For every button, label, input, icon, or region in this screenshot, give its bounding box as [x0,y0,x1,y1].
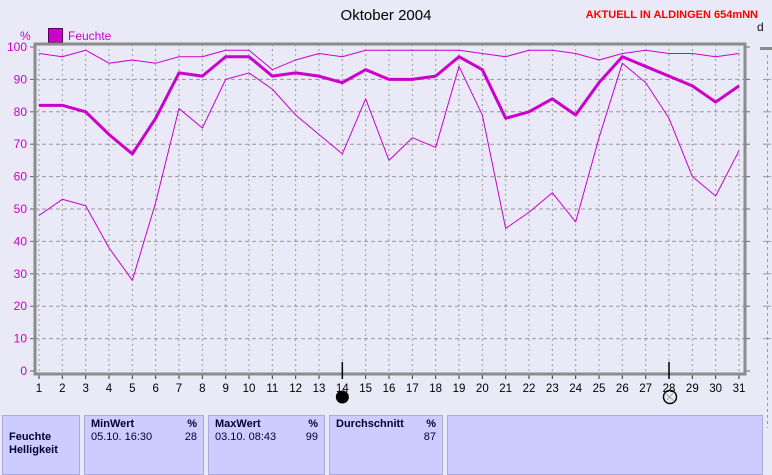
svg-text:5: 5 [129,383,135,395]
svg-text:8: 8 [199,383,205,395]
series-line-min [38,62,740,281]
max-datetime: 03.10. 08:43 [215,431,277,443]
min-unit: % [187,418,197,430]
svg-text:80: 80 [14,105,28,119]
summary-cell-max: MaxWert % 03.10. 08:43 99 [208,415,325,475]
svg-text:6: 6 [152,383,158,395]
clipped-next-sensor-label: Helligkeit [9,444,58,456]
svg-text:7: 7 [176,383,182,395]
svg-text:9: 9 [222,383,228,395]
weather-app-window: { "header": { "title": "Oktober 2004", "… [0,7,772,475]
svg-text:16: 16 [383,383,396,395]
svg-text:18: 18 [429,383,442,395]
svg-text:30: 30 [14,267,28,281]
min-datetime: 05.10. 16:30 [91,431,153,443]
svg-text:70: 70 [14,137,28,151]
series-line-mean [39,55,740,156]
svg-text:27: 27 [639,383,652,395]
svg-text:24: 24 [569,383,582,395]
svg-text:19: 19 [453,383,466,395]
plot-border [33,42,747,376]
y-axis-unit-label: % [20,29,31,43]
sensor-label: Feuchte [9,431,52,443]
svg-text:15: 15 [359,383,372,395]
min-value: 28 [184,431,197,443]
svg-text:2: 2 [59,383,65,395]
svg-text:10: 10 [243,383,256,395]
x-tick-labels: 1 2 3 4 5 6 7 8 9 10 11 12 13 14 15 16 17 18 19 20 21 22 23 24 2… [36,383,746,395]
svg-text:17: 17 [406,383,419,395]
legend-label: Feuchte [68,28,112,43]
svg-text:90: 90 [14,72,28,86]
svg-text:31: 31 [733,383,746,395]
svg-text:1: 1 [36,383,42,395]
svg-text:0: 0 [20,364,27,378]
clipped-right-panel-axis [760,47,772,428]
svg-text:14: 14 [336,383,349,395]
svg-text:50: 50 [14,202,28,216]
summary-cell-min: MinWert % 05.10. 16:30 28 [84,415,204,475]
svg-text:21: 21 [499,383,512,395]
min-header: MinWert [91,418,135,430]
svg-text:26: 26 [616,383,629,395]
y-gridlines [35,78,745,340]
svg-text:25: 25 [593,383,606,395]
svg-text:22: 22 [523,383,536,395]
svg-text:29: 29 [686,383,699,395]
avg-header: Durchschnitt [336,418,404,430]
summary-cell-sensor: Feuchte Helligkeit [2,415,80,475]
svg-text:11: 11 [266,383,278,395]
svg-text:3: 3 [82,383,88,395]
svg-text:10: 10 [14,332,28,346]
svg-text:20: 20 [14,299,28,313]
max-unit: % [308,418,318,430]
x-gridlines [38,44,740,374]
series-line-max [38,49,740,71]
max-value: 99 [305,431,318,443]
svg-text:20: 20 [476,383,489,395]
summary-table: Feuchte Helligkeit MinWert % 05.10. 16:3… [0,415,772,475]
avg-unit: % [426,418,436,430]
max-header: MaxWert [215,418,261,430]
svg-text:13: 13 [313,383,326,395]
svg-text:30: 30 [709,383,722,395]
summary-cell-avg: Durchschnitt % 87 [329,415,443,475]
svg-text:40: 40 [14,234,28,248]
legend: Feuchte [48,28,111,43]
axis-ticks [30,46,750,379]
moon-marker-full [335,362,349,404]
y-tick-labels: 0 10 20 30 40 50 60 70 80 90 100 [7,40,27,378]
chart-title: Oktober 2004 [340,7,432,24]
clipped-right-axis-label: d [757,20,764,34]
station-label: AKTUELL IN ALDINGEN 654mNN [585,9,758,21]
svg-text:28: 28 [663,383,676,395]
moon-marker-new [662,362,678,405]
avg-value: 87 [423,431,436,443]
svg-text:23: 23 [546,383,559,395]
summary-cell-empty [447,415,763,475]
svg-text:12: 12 [289,383,302,395]
svg-text:4: 4 [106,383,113,395]
svg-text:100: 100 [7,40,27,54]
svg-text:60: 60 [14,170,28,184]
